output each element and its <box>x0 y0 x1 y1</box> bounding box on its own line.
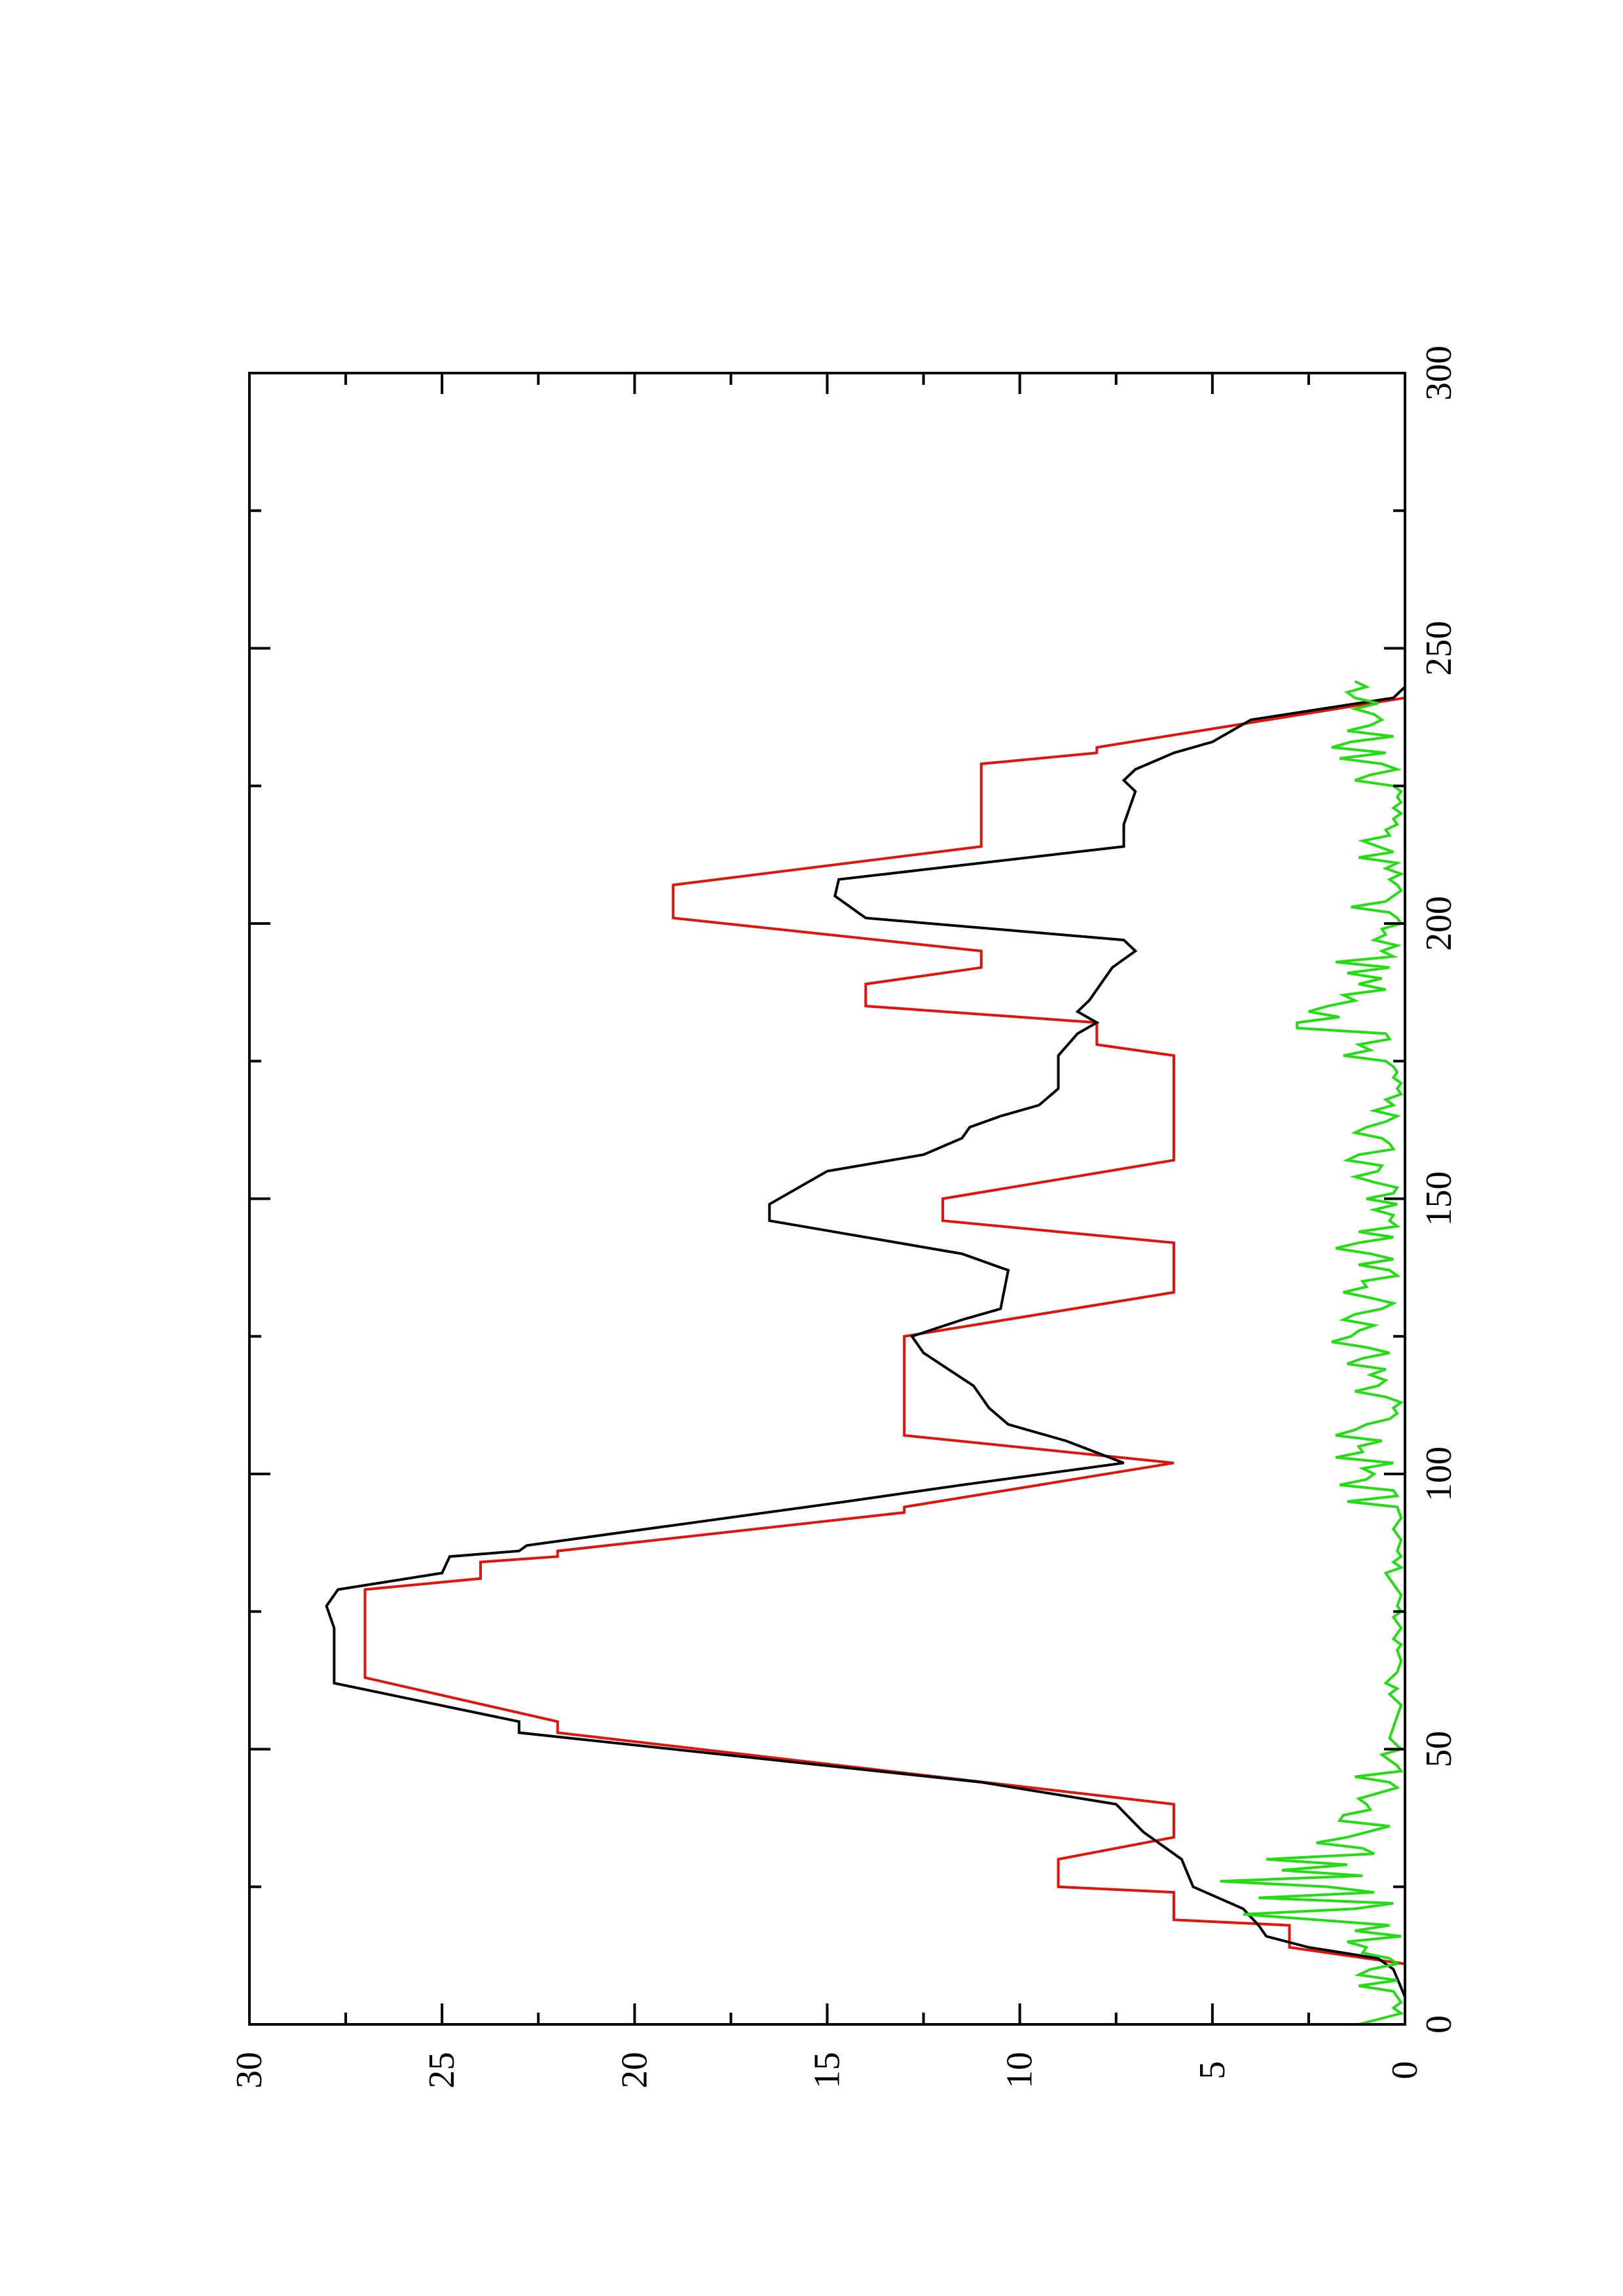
ticks-layer <box>248 372 1406 2026</box>
series-line-3 <box>1220 680 1405 2026</box>
series-line-2 <box>325 685 1406 2024</box>
series-layer <box>325 680 1406 2026</box>
y-tick-label: 5 <box>1192 2061 1233 2079</box>
x-tick-label: 50 <box>1419 1731 1459 1768</box>
y-tick-label: 30 <box>229 2052 270 2089</box>
series-line-1 <box>363 696 1406 2024</box>
y-tick-label: 25 <box>422 2052 462 2089</box>
y-tick-label: 10 <box>1000 2052 1040 2089</box>
y-tick-label: 0 <box>1385 2061 1425 2079</box>
x-tick-label: 200 <box>1419 896 1459 951</box>
x-tick-label: 250 <box>1419 621 1459 676</box>
labels-layer: 0 50 100 150 200 250 300 0 5 10 15 20 25 30 <box>229 346 1459 2089</box>
x-tick-label: 300 <box>1419 346 1459 401</box>
x-tick-label: 150 <box>1419 1172 1459 1227</box>
x-tick-label: 100 <box>1419 1446 1459 1501</box>
y-tick-label: 15 <box>807 2052 848 2089</box>
x-tick-label: 0 <box>1419 2015 1459 2034</box>
y-tick-label: 20 <box>614 2052 655 2089</box>
